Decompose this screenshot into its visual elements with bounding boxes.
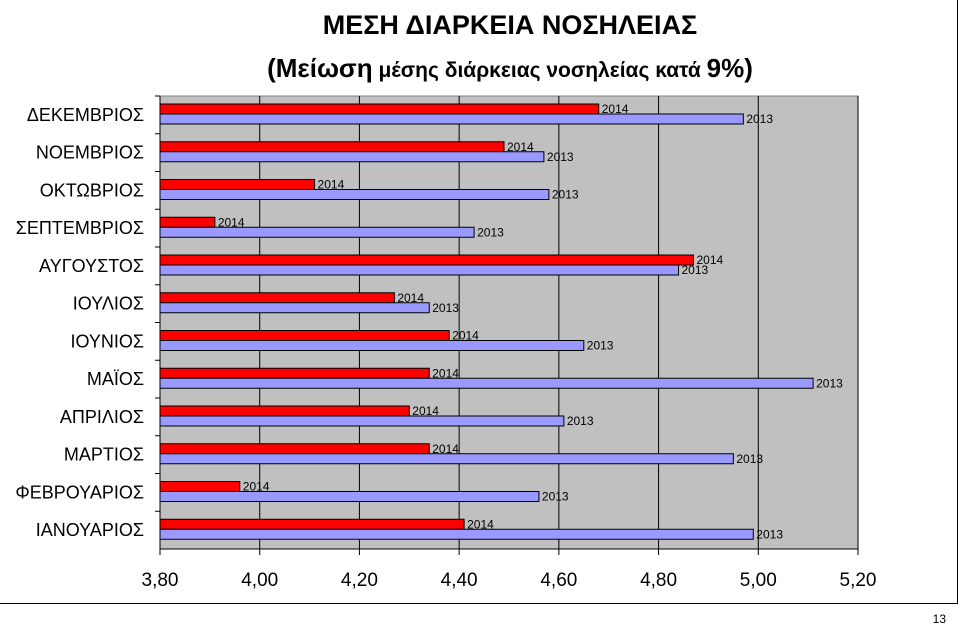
bar-label-2013: 2013	[587, 339, 614, 353]
category-label: ΜΑΪΟΣ	[87, 369, 144, 389]
x-tick-label: 4,60	[540, 570, 577, 591]
bar-2013	[159, 264, 680, 276]
bar-label-2013: 2013	[682, 263, 709, 277]
bar-label-2013: 2013	[736, 452, 763, 466]
bar-label-2013: 2013	[567, 414, 594, 428]
x-tick-label: 4,20	[341, 570, 378, 591]
bar-label-2013: 2013	[552, 188, 579, 202]
category-label: ΙΑΝΟΥΑΡΙΟΣ	[36, 520, 144, 540]
page-number: 13	[932, 612, 946, 626]
bar-2013	[159, 113, 744, 125]
bar-label-2013: 2013	[746, 112, 773, 126]
x-tick-label: 4,00	[241, 570, 278, 591]
subtitle-pct: 9%	[706, 53, 745, 83]
bar-2014	[159, 254, 694, 266]
category-label: ΝΟΕΜΒΡΙΟΣ	[36, 143, 144, 163]
bar-label-2013: 2013	[542, 490, 569, 504]
bar-2014	[159, 292, 395, 304]
bar-label-2014: 2014	[602, 102, 629, 116]
bar-label-2014: 2014	[452, 329, 479, 343]
bar-2013	[159, 189, 550, 200]
subtitle-middle: μέσης διάρκειας νοσηλείας κατά	[372, 59, 707, 82]
bar-label-2013: 2013	[477, 225, 504, 239]
category-label: ΦΕΒΡΟΥΑΡΙΟΣ	[15, 482, 144, 502]
bar-2013	[159, 377, 814, 389]
bar-label-2014: 2014	[218, 215, 245, 229]
category-label: ΙΟΥΝΙΟΣ	[70, 331, 144, 351]
subtitle-emph: Μείωση	[275, 53, 373, 83]
bar-label-2014: 2014	[696, 253, 723, 267]
x-tick-label: 5,00	[740, 570, 777, 591]
bar-label-2014: 2014	[243, 480, 270, 494]
category-label: ΟΚΤΩΒΡΙΟΣ	[40, 180, 144, 200]
subtitle-close: )	[744, 53, 753, 83]
subtitle-open: (	[267, 53, 276, 83]
x-tick-label: 5,20	[840, 570, 877, 591]
bar-label-2013: 2013	[547, 150, 574, 164]
bar-2014	[159, 179, 316, 190]
bar-2013	[159, 151, 545, 163]
bar-2014	[159, 481, 241, 492]
bar-2014	[159, 405, 410, 417]
bar-label-2014: 2014	[467, 517, 494, 531]
bar-label-2014: 2014	[397, 291, 424, 305]
bar-2014	[159, 367, 430, 379]
bar-2013	[159, 226, 475, 238]
bar-2014	[159, 103, 600, 115]
bar-label-2014: 2014	[507, 140, 534, 154]
bar-label-2014: 2014	[432, 442, 459, 456]
bar-label-2014: 2014	[432, 366, 459, 380]
chart-subtitle: (Μείωση μέσης διάρκειας νοσηλείας κατά 9…	[160, 55, 860, 84]
bar-label-2013: 2013	[756, 527, 783, 541]
bar-2014	[159, 518, 465, 530]
bar-2014	[159, 443, 430, 455]
bar-2013	[159, 340, 585, 351]
bar-2013	[159, 302, 430, 314]
plot-area	[159, 95, 859, 550]
bar-2013	[159, 528, 754, 540]
bar-2014	[159, 141, 505, 153]
x-tick-label: 3,80	[142, 570, 179, 591]
category-label: ΔΕΚΕΜΒΡΙΟΣ	[27, 105, 144, 125]
x-tick-label: 4,80	[640, 570, 677, 591]
bar-2013	[159, 415, 565, 427]
category-label: ΣΕΠΤΕΜΒΡΙΟΣ	[16, 218, 144, 238]
bar-2014	[159, 216, 216, 228]
bar-label-2013: 2013	[432, 301, 459, 315]
bar-2013	[159, 453, 734, 465]
x-tick-label: 4,40	[441, 570, 478, 591]
bar-label-2013: 2013	[816, 376, 843, 390]
bar-label-2014: 2014	[412, 404, 439, 418]
category-label: ΑΥΓΟΥΣΤΟΣ	[39, 256, 144, 276]
category-label: ΙΟΥΛΙΟΣ	[73, 294, 144, 314]
bar-2013	[159, 491, 540, 502]
bar-2014	[159, 330, 450, 341]
chart-frame	[0, 0, 958, 604]
chart-title: ΜΕΣΗ ΔΙΑΡΚΕΙΑ ΝΟΣΗΛΕΙΑΣ	[322, 10, 698, 40]
category-label: ΜΑΡΤΙΟΣ	[64, 445, 144, 465]
category-label: ΑΠΡΙΛΙΟΣ	[60, 407, 144, 427]
bar-label-2014: 2014	[318, 178, 345, 192]
